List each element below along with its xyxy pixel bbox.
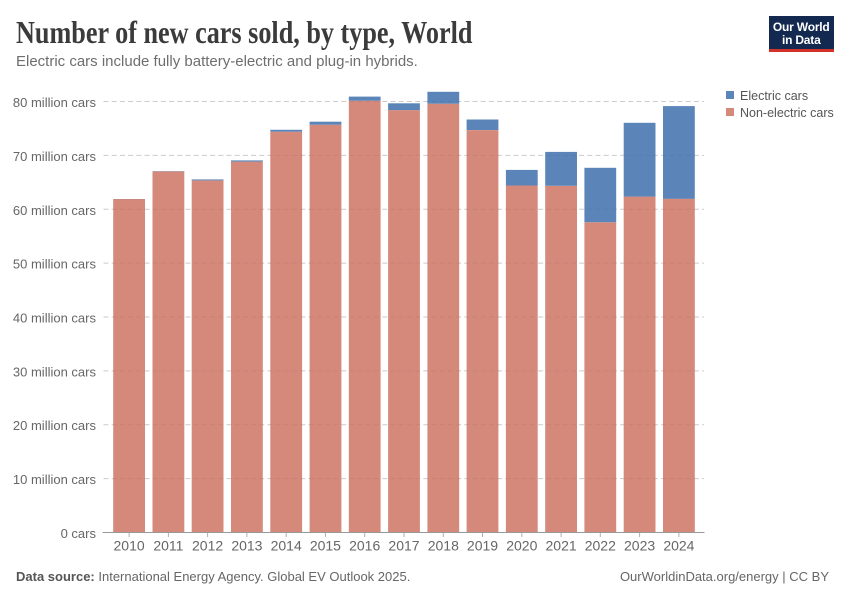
svg-text:40 million cars: 40 million cars [13, 311, 97, 326]
svg-text:2020: 2020 [506, 538, 537, 554]
svg-text:70 million cars: 70 million cars [13, 149, 97, 164]
svg-text:2016: 2016 [349, 538, 380, 554]
svg-text:80 million cars: 80 million cars [13, 95, 97, 110]
svg-text:2021: 2021 [546, 538, 577, 554]
svg-text:50 million cars: 50 million cars [13, 257, 97, 272]
svg-text:2013: 2013 [231, 538, 262, 554]
svg-text:0 cars: 0 cars [61, 526, 97, 541]
svg-text:2019: 2019 [467, 538, 498, 554]
svg-text:2018: 2018 [428, 538, 459, 554]
svg-text:10 million cars: 10 million cars [13, 472, 97, 487]
svg-text:2023: 2023 [624, 538, 655, 554]
svg-text:30 million cars: 30 million cars [13, 364, 97, 379]
svg-text:2014: 2014 [271, 538, 302, 554]
svg-text:2024: 2024 [663, 538, 694, 554]
svg-text:2015: 2015 [310, 538, 341, 554]
svg-text:2011: 2011 [153, 538, 183, 554]
svg-text:2017: 2017 [388, 538, 419, 554]
svg-text:2022: 2022 [585, 538, 616, 554]
svg-text:20 million cars: 20 million cars [13, 418, 97, 433]
svg-text:2012: 2012 [192, 538, 223, 554]
svg-text:2010: 2010 [114, 538, 145, 554]
svg-text:60 million cars: 60 million cars [13, 203, 97, 218]
